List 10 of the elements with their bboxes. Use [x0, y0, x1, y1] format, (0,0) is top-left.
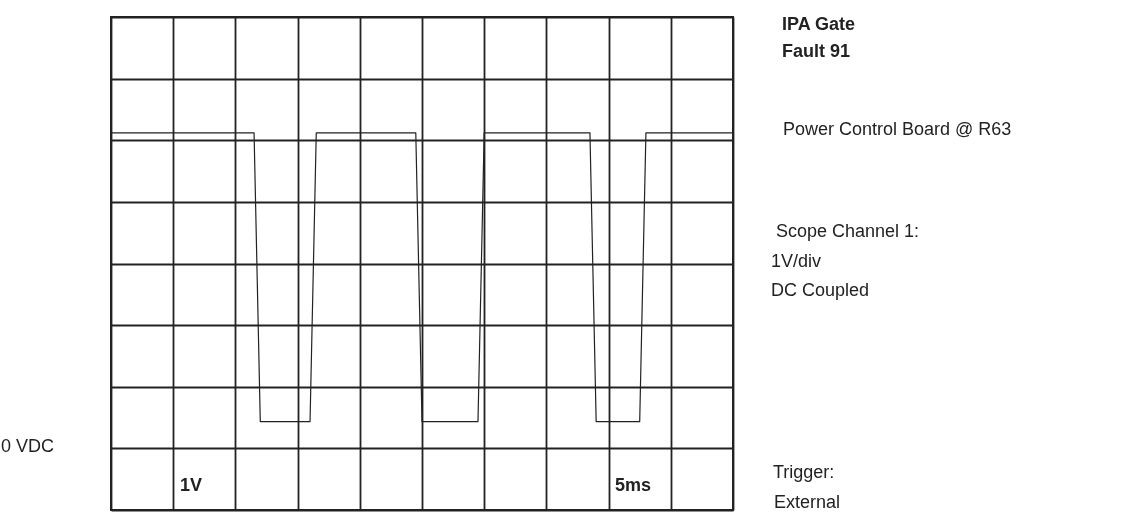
text: Trigger: — [773, 462, 835, 482]
text: IPA Gate Fault 91 — [782, 14, 856, 61]
text: 1V/div — [771, 251, 822, 271]
text: 0 VDC — [1, 436, 55, 456]
text: DC Coupled — [771, 280, 870, 300]
text: External — [774, 492, 841, 512]
text: 5ms — [615, 475, 652, 495]
text: Power Control Board @ R63 — [783, 119, 1012, 139]
text: 1V — [180, 475, 203, 495]
text: Scope Channel 1: — [776, 221, 920, 241]
